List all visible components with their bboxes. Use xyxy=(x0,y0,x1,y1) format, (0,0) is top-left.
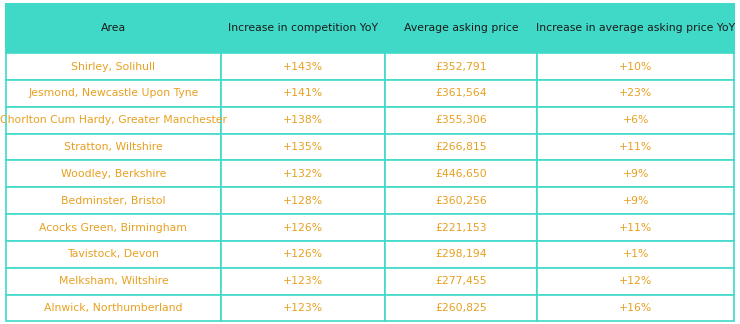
Bar xyxy=(385,4,537,53)
Text: Stratton, Wiltshire: Stratton, Wiltshire xyxy=(64,142,163,152)
Text: +141%: +141% xyxy=(283,88,323,98)
Text: +9%: +9% xyxy=(622,196,649,206)
Bar xyxy=(221,241,385,268)
Bar xyxy=(221,80,385,107)
Bar xyxy=(537,268,734,295)
Bar xyxy=(6,214,221,241)
Bar xyxy=(6,4,221,53)
Text: Alnwick, Northumberland: Alnwick, Northumberland xyxy=(44,303,183,313)
Bar xyxy=(221,107,385,133)
Bar xyxy=(537,295,734,321)
Bar xyxy=(221,214,385,241)
Bar xyxy=(6,160,221,187)
Bar xyxy=(6,295,221,321)
Bar xyxy=(6,53,221,80)
Bar xyxy=(6,107,221,133)
Bar xyxy=(385,133,537,160)
Text: £360,256: £360,256 xyxy=(435,196,487,206)
Bar xyxy=(537,53,734,80)
Bar xyxy=(537,107,734,133)
Bar xyxy=(221,268,385,295)
Text: +132%: +132% xyxy=(283,169,323,179)
Text: Acocks Green, Birmingham: Acocks Green, Birmingham xyxy=(39,223,187,233)
Text: £277,455: £277,455 xyxy=(435,276,487,286)
Bar xyxy=(221,160,385,187)
Text: £266,815: £266,815 xyxy=(435,142,487,152)
Text: £298,194: £298,194 xyxy=(435,249,487,259)
Text: Area: Area xyxy=(101,24,126,33)
Bar xyxy=(537,4,734,53)
Bar xyxy=(385,268,537,295)
Bar xyxy=(385,214,537,241)
Text: Increase in average asking price YoY: Increase in average asking price YoY xyxy=(536,24,736,33)
Text: +123%: +123% xyxy=(283,303,323,313)
Text: +10%: +10% xyxy=(619,62,653,72)
Bar xyxy=(221,4,385,53)
Text: Melksham, Wiltshire: Melksham, Wiltshire xyxy=(58,276,168,286)
Bar xyxy=(221,187,385,214)
Bar xyxy=(6,133,221,160)
Text: Average asking price: Average asking price xyxy=(404,24,518,33)
Bar xyxy=(385,295,537,321)
Bar xyxy=(385,160,537,187)
Bar xyxy=(221,133,385,160)
Bar xyxy=(537,241,734,268)
Bar xyxy=(6,187,221,214)
Text: +126%: +126% xyxy=(283,223,323,233)
Bar xyxy=(221,53,385,80)
Text: +12%: +12% xyxy=(619,276,653,286)
Text: +9%: +9% xyxy=(622,169,649,179)
Bar xyxy=(385,241,537,268)
Text: Woodley, Berkshire: Woodley, Berkshire xyxy=(61,169,166,179)
Bar xyxy=(385,80,537,107)
Text: +126%: +126% xyxy=(283,249,323,259)
Text: Shirley, Solihull: Shirley, Solihull xyxy=(71,62,155,72)
Text: Increase in competition YoY: Increase in competition YoY xyxy=(228,24,377,33)
Text: +138%: +138% xyxy=(283,115,323,125)
Text: +16%: +16% xyxy=(619,303,653,313)
Bar xyxy=(385,107,537,133)
Text: £221,153: £221,153 xyxy=(435,223,487,233)
Bar xyxy=(6,241,221,268)
Bar xyxy=(385,53,537,80)
Bar xyxy=(537,133,734,160)
Bar xyxy=(537,214,734,241)
Text: +123%: +123% xyxy=(283,276,323,286)
Bar xyxy=(537,187,734,214)
Text: £446,650: £446,650 xyxy=(435,169,487,179)
Text: +11%: +11% xyxy=(619,142,653,152)
Bar xyxy=(6,268,221,295)
Text: £355,306: £355,306 xyxy=(435,115,487,125)
Text: £361,564: £361,564 xyxy=(435,88,487,98)
Text: +23%: +23% xyxy=(619,88,653,98)
Text: Tavistock, Devon: Tavistock, Devon xyxy=(67,249,159,259)
Text: £260,825: £260,825 xyxy=(435,303,487,313)
Text: +128%: +128% xyxy=(283,196,323,206)
Text: +143%: +143% xyxy=(283,62,323,72)
Text: +11%: +11% xyxy=(619,223,653,233)
Text: Jesmond, Newcastle Upon Tyne: Jesmond, Newcastle Upon Tyne xyxy=(28,88,198,98)
Text: +6%: +6% xyxy=(622,115,649,125)
Text: £352,791: £352,791 xyxy=(435,62,487,72)
Text: +135%: +135% xyxy=(283,142,323,152)
Bar xyxy=(537,160,734,187)
Bar xyxy=(537,80,734,107)
Text: Bedminster, Bristol: Bedminster, Bristol xyxy=(61,196,166,206)
Bar xyxy=(385,187,537,214)
Text: Chorlton Cum Hardy, Greater Manchester: Chorlton Cum Hardy, Greater Manchester xyxy=(0,115,227,125)
Text: +1%: +1% xyxy=(622,249,649,259)
Bar xyxy=(221,295,385,321)
Bar xyxy=(6,80,221,107)
